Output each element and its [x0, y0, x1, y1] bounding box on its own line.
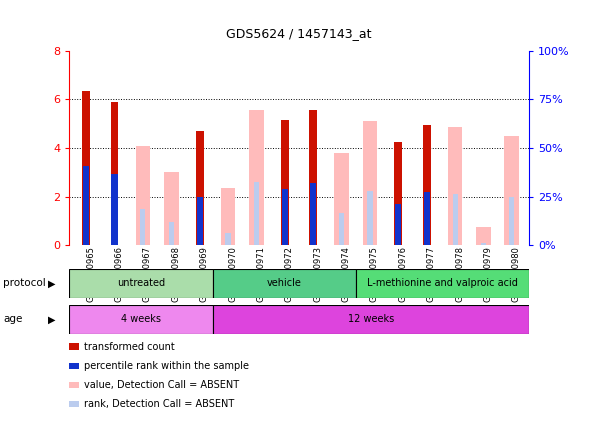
Text: GSM1520972: GSM1520972	[285, 246, 294, 302]
Bar	[509, 197, 514, 245]
Text: 12 weeks: 12 weeks	[348, 314, 394, 324]
Text: GSM1520980: GSM1520980	[512, 246, 521, 302]
Text: GSM1520978: GSM1520978	[455, 246, 464, 302]
Bar	[481, 243, 486, 245]
Text: percentile rank within the sample: percentile rank within the sample	[84, 361, 249, 371]
Text: GSM1520966: GSM1520966	[115, 246, 124, 302]
Bar	[367, 191, 373, 245]
Text: GSM1520965: GSM1520965	[86, 246, 95, 302]
Bar	[339, 212, 344, 245]
Bar	[69, 305, 213, 334]
Text: value, Detection Call = ABSENT: value, Detection Call = ABSENT	[84, 380, 239, 390]
Bar	[197, 197, 203, 245]
Text: GSM1520977: GSM1520977	[427, 246, 436, 302]
Bar	[221, 188, 236, 245]
Text: ▶: ▶	[49, 278, 56, 288]
Text: L-methionine and valproic acid: L-methionine and valproic acid	[367, 278, 518, 288]
Bar	[111, 173, 118, 245]
Text: GSM1520969: GSM1520969	[200, 246, 209, 302]
Bar	[225, 233, 231, 245]
Bar	[395, 204, 401, 245]
Text: GSM1520971: GSM1520971	[257, 246, 266, 302]
Bar	[141, 209, 145, 245]
Text: ▶: ▶	[49, 314, 56, 324]
Text: vehicle: vehicle	[267, 278, 302, 288]
Text: GDS5624 / 1457143_at: GDS5624 / 1457143_at	[226, 27, 372, 40]
Bar	[476, 227, 491, 245]
Bar	[334, 153, 349, 245]
Text: GSM1520973: GSM1520973	[313, 246, 322, 302]
Text: GSM1520968: GSM1520968	[171, 246, 180, 302]
Bar	[213, 269, 356, 298]
Text: GSM1520979: GSM1520979	[483, 246, 492, 302]
Text: 4 weeks: 4 weeks	[121, 314, 161, 324]
Text: untreated: untreated	[117, 278, 165, 288]
Text: GSM1520967: GSM1520967	[143, 246, 152, 302]
Bar	[281, 120, 289, 245]
Bar	[136, 146, 150, 245]
Bar	[362, 121, 377, 245]
Bar	[394, 142, 402, 245]
Bar	[169, 222, 174, 245]
Bar	[424, 192, 430, 245]
Text: GSM1520975: GSM1520975	[370, 246, 379, 302]
Text: GSM1520970: GSM1520970	[228, 246, 237, 302]
Text: transformed count: transformed count	[84, 342, 174, 352]
Bar	[254, 182, 259, 245]
Bar	[453, 194, 457, 245]
Bar	[213, 305, 529, 334]
Bar	[504, 136, 519, 245]
Bar	[310, 110, 317, 245]
Bar	[423, 125, 431, 245]
Text: age: age	[3, 314, 22, 324]
Bar	[249, 110, 264, 245]
Bar	[356, 269, 529, 298]
Bar	[83, 166, 90, 245]
Bar	[164, 173, 178, 245]
Bar	[111, 102, 118, 245]
Bar	[196, 131, 204, 245]
Text: GSM1520974: GSM1520974	[341, 246, 350, 302]
Bar	[282, 190, 288, 245]
Bar	[82, 91, 90, 245]
Bar	[448, 127, 463, 245]
Bar	[69, 269, 213, 298]
Text: GSM1520976: GSM1520976	[398, 246, 407, 302]
Bar	[310, 183, 316, 245]
Text: protocol: protocol	[3, 278, 46, 288]
Text: rank, Detection Call = ABSENT: rank, Detection Call = ABSENT	[84, 399, 234, 409]
